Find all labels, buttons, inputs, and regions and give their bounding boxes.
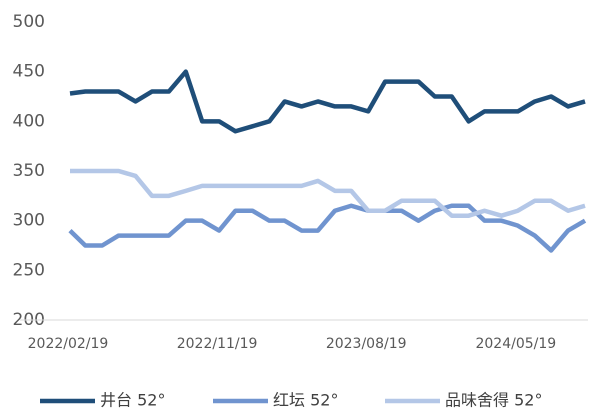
series-line	[70, 168, 586, 218]
series-line	[68, 203, 587, 253]
y-tick-label: 500	[13, 12, 45, 32]
x-tick-label: 2022/11/19	[177, 336, 258, 352]
y-tick-label: 450	[13, 62, 45, 82]
y-tick-label: 350	[13, 161, 45, 181]
y-tick-label: 400	[13, 111, 45, 131]
x-tick-label: 2022/02/19	[28, 336, 109, 352]
x-tick-label: 2024/05/19	[475, 336, 556, 352]
y-tick-label: 250	[13, 260, 45, 280]
legend-label: 井台 52°	[100, 391, 165, 410]
y-tick-label: 300	[13, 211, 45, 231]
legend-label: 红坛 52°	[273, 391, 338, 410]
legend-label: 品味舍得 52°	[445, 391, 542, 410]
series-line	[69, 69, 586, 134]
x-tick-label: 2023/08/19	[326, 336, 407, 352]
